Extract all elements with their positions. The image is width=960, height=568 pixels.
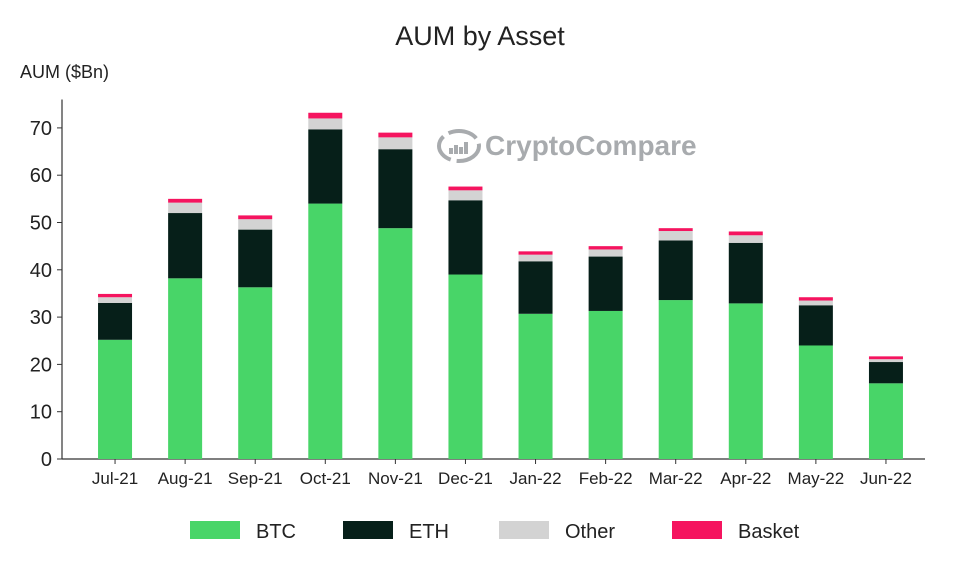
- legend-label: BTC: [256, 521, 296, 543]
- x-tick-label: Jul-21: [92, 469, 138, 488]
- watermark-logo-icon: [437, 129, 481, 163]
- bar-basket-oct-21: [308, 112, 343, 119]
- bar-btc-nov-21: [378, 228, 413, 459]
- legend-swatch: [672, 521, 722, 539]
- bar-btc-may-22: [798, 345, 833, 459]
- legend-swatch: [343, 521, 393, 539]
- bar-other-dec-21: [448, 190, 483, 201]
- bar-eth-apr-22: [728, 242, 763, 304]
- legend-item-btc: BTC: [190, 521, 296, 543]
- bar-basket-jan-22: [518, 251, 553, 255]
- bar-btc-sep-21: [238, 287, 273, 459]
- bar-basket-dec-21: [448, 186, 483, 191]
- bar-btc-feb-22: [588, 310, 623, 459]
- bar-eth-mar-22: [658, 240, 693, 301]
- bar-basket-aug-21: [168, 198, 203, 203]
- bar-eth-nov-21: [378, 149, 413, 229]
- bar-other-oct-21: [308, 118, 343, 130]
- x-tick-label: Mar-22: [649, 469, 703, 488]
- chart-title: AUM by Asset: [395, 21, 565, 51]
- x-tick-label: Dec-21: [438, 469, 493, 488]
- legend-swatch: [190, 521, 240, 539]
- x-tick-label: Oct-21: [300, 469, 351, 488]
- legend-item-other: Other: [499, 521, 615, 543]
- bar-btc-jan-22: [518, 313, 553, 459]
- legend-label: Other: [565, 521, 615, 543]
- legend-swatch: [499, 521, 549, 539]
- y-tick-label: 10: [30, 402, 52, 424]
- bar-eth-dec-21: [448, 200, 483, 275]
- bar-btc-apr-22: [728, 303, 763, 459]
- y-tick-label: 40: [30, 260, 52, 282]
- bar-basket-mar-22: [658, 228, 693, 232]
- y-tick-label: 20: [30, 354, 52, 376]
- bar-other-may-22: [798, 300, 833, 306]
- x-tick-label: Nov-21: [368, 469, 423, 488]
- bar-other-jul-21: [98, 297, 133, 303]
- bar-eth-jul-21: [98, 302, 133, 340]
- x-tick-label: Apr-22: [720, 469, 771, 488]
- watermark: CryptoCompare: [437, 129, 697, 163]
- legend-label: Basket: [738, 521, 800, 543]
- bar-btc-jul-21: [98, 339, 133, 459]
- bar-basket-feb-22: [588, 246, 623, 250]
- bar-eth-may-22: [798, 305, 833, 346]
- bar-eth-sep-21: [238, 229, 273, 288]
- x-tick-label: Sep-21: [228, 469, 283, 488]
- bar-other-aug-21: [168, 202, 203, 214]
- y-tick-label: 30: [30, 307, 52, 329]
- x-tick-label: Aug-21: [158, 469, 213, 488]
- bar-btc-aug-21: [168, 278, 203, 459]
- x-tick-label: Jan-22: [510, 469, 562, 488]
- bar-btc-mar-22: [658, 300, 693, 459]
- bar-basket-nov-21: [378, 132, 413, 138]
- x-tick-label: May-22: [788, 469, 845, 488]
- bar-other-apr-22: [728, 235, 763, 243]
- bar-basket-apr-22: [728, 231, 763, 236]
- y-axis-label: AUM ($Bn): [20, 62, 109, 82]
- bar-other-jun-22: [868, 359, 903, 363]
- watermark-text: CryptoCompare: [485, 130, 697, 161]
- y-tick-label: 50: [30, 213, 52, 235]
- bar-basket-jun-22: [868, 356, 903, 360]
- x-tick-label: Feb-22: [579, 469, 633, 488]
- bar-basket-jul-21: [98, 293, 133, 298]
- bar-eth-aug-21: [168, 213, 203, 279]
- bar-other-mar-22: [658, 231, 693, 241]
- bar-eth-oct-21: [308, 129, 343, 204]
- bar-btc-jun-22: [868, 383, 903, 459]
- bar-btc-oct-21: [308, 203, 343, 459]
- bar-eth-jun-22: [868, 362, 903, 384]
- legend-item-basket: Basket: [672, 521, 800, 543]
- x-tick-label: Jun-22: [860, 469, 912, 488]
- legend-label: ETH: [409, 521, 449, 543]
- legend-item-eth: ETH: [343, 521, 449, 543]
- y-tick-label: 60: [30, 165, 52, 187]
- bar-other-jan-22: [518, 254, 553, 262]
- bar-eth-feb-22: [588, 256, 623, 311]
- bar-btc-dec-21: [448, 274, 483, 459]
- bar-eth-jan-22: [518, 261, 553, 314]
- y-tick-label: 70: [30, 118, 52, 140]
- bar-other-sep-21: [238, 219, 273, 230]
- y-tick-label: 0: [41, 449, 52, 471]
- bar-basket-sep-21: [238, 215, 273, 220]
- bar-other-feb-22: [588, 249, 623, 257]
- watermark-chart-icon: [449, 142, 468, 154]
- bar-other-nov-21: [378, 137, 413, 150]
- bar-basket-may-22: [798, 297, 833, 301]
